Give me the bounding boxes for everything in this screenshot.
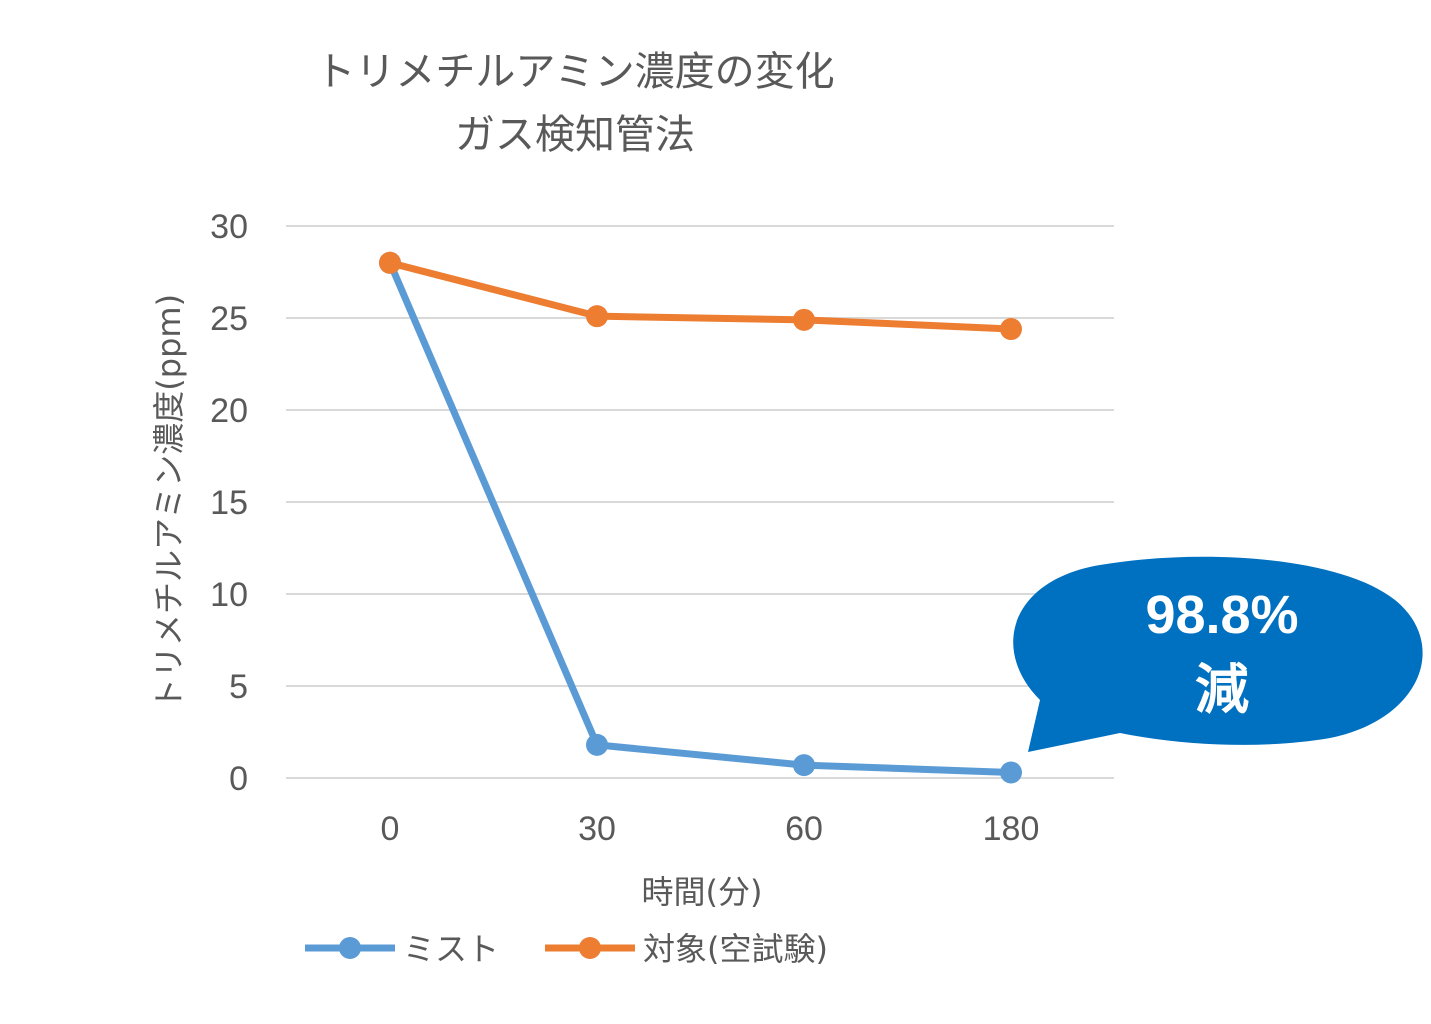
legend-marker-1 <box>579 937 601 959</box>
x-tick-label-0: 0 <box>381 810 400 848</box>
data-point-1-1 <box>586 305 608 328</box>
series-line-1 <box>386 259 1015 333</box>
legend-item-0: ミスト <box>305 930 499 968</box>
legend-marker-0 <box>339 937 361 959</box>
chart-title-line-2: ガス検知管法 <box>455 112 695 158</box>
y-tick-label-30: 30 <box>210 208 248 246</box>
y-tick-label-20: 20 <box>210 392 248 430</box>
callout-reduction: 減 <box>1195 660 1249 720</box>
data-point-1-3 <box>1000 318 1022 341</box>
callout-bubble: 98.8% 減 <box>1013 556 1423 752</box>
y-axis-ticks: 0 5 10 15 20 25 30 <box>210 208 248 798</box>
y-tick-label-25: 25 <box>210 300 248 338</box>
series-line-0 <box>386 259 1015 776</box>
x-tick-label-180: 180 <box>983 810 1040 848</box>
callout-shape <box>1013 556 1423 752</box>
x-tick-label-60: 60 <box>785 810 823 848</box>
series-layer <box>379 251 1022 784</box>
data-point-0-1 <box>586 733 608 756</box>
legend-label-1: 対象(空試験) <box>643 930 828 968</box>
legend-item-1: 対象(空試験) <box>545 930 828 968</box>
x-tick-label-30: 30 <box>578 810 616 848</box>
chart-title: トリメチルアミン濃度の変化 ガス検知管法 <box>315 49 834 158</box>
callout-percent: 98.8% <box>1145 585 1298 645</box>
legend: ミスト 対象(空試験) <box>305 930 828 968</box>
x-axis-ticks: 0 30 60 180 <box>381 810 1040 848</box>
y-tick-label-10: 10 <box>210 576 248 614</box>
y-tick-label-5: 5 <box>229 668 248 706</box>
data-point-1-0 <box>379 251 401 274</box>
x-axis-label: 時間(分) <box>642 873 763 911</box>
y-axis-label: トリメチルアミン濃度(ppm) <box>150 294 188 710</box>
data-point-0-3 <box>1000 761 1022 784</box>
y-tick-label-15: 15 <box>210 484 248 522</box>
series-0 <box>379 251 1022 784</box>
legend-label-0: ミスト <box>403 930 499 968</box>
series-1 <box>379 251 1022 341</box>
y-tick-label-0: 0 <box>229 760 248 798</box>
data-point-1-2 <box>793 308 815 331</box>
chart-title-line-1: トリメチルアミン濃度の変化 <box>315 49 834 95</box>
data-point-0-2 <box>793 754 815 777</box>
